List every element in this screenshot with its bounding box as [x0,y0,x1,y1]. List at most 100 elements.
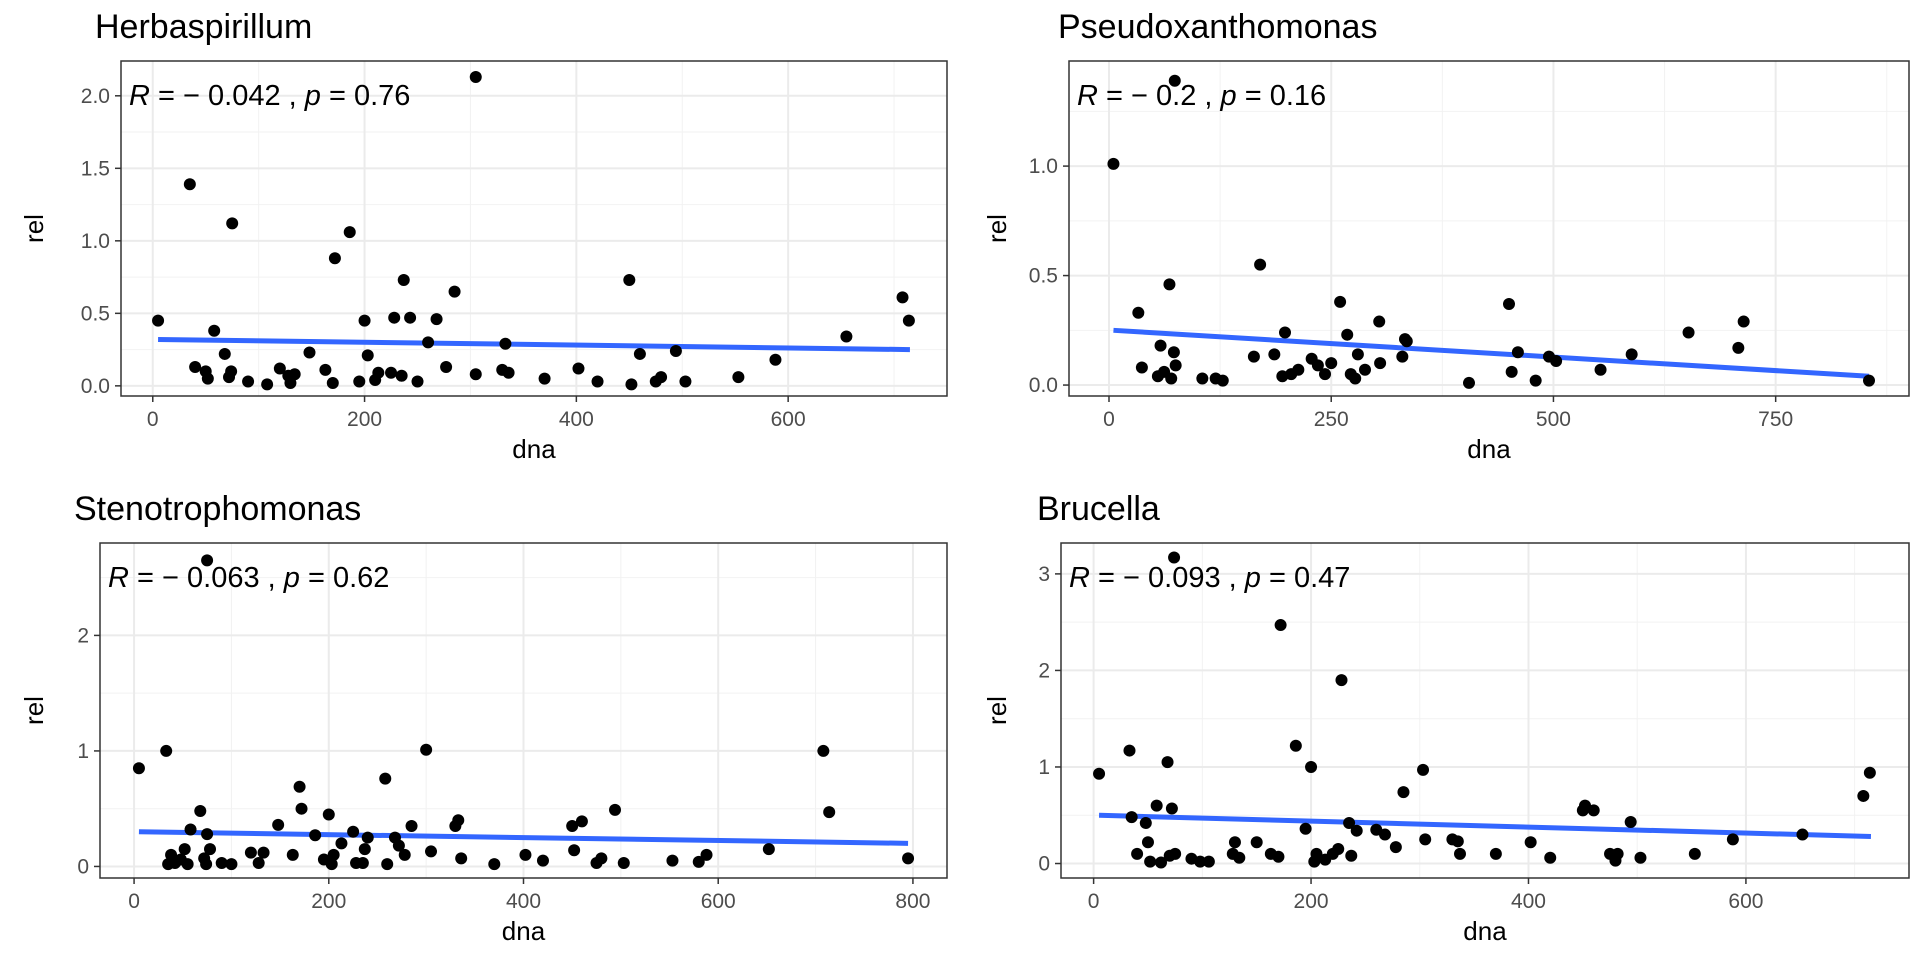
data-point [902,314,915,327]
data-point [1292,363,1305,376]
x-tick-label: 400 [506,890,541,913]
data-point [225,858,238,871]
data-point [272,818,285,831]
data-point [261,378,274,391]
data-point [1503,298,1515,311]
y-axis-label: rel [19,214,49,243]
data-point [591,375,604,388]
data-point [1374,357,1387,370]
panel-2: 0 250 500 750 0.0 0.5 1.0 R = − 0.2 , p = 0.16 P… [982,8,1910,464]
data-point [1132,306,1145,319]
data-point [623,273,636,286]
data-point [358,843,371,856]
data-point [405,820,418,833]
panel-border [1060,542,1910,879]
x-tick-label: 0 [1103,408,1115,431]
x-tick-label: 0 [147,408,159,431]
x-tick-label: 750 [1758,408,1793,431]
x-tick-label: 200 [347,408,382,431]
data-point [411,375,424,388]
data-point [769,353,782,366]
separator: , [281,80,305,112]
data-point [1167,346,1180,359]
y-tick-label: 1.5 [81,157,110,180]
data-point [325,858,338,871]
data-point [1161,756,1174,769]
panel-border [1068,60,1910,397]
data-point [1373,315,1386,328]
y-axis-label: rel [19,696,49,725]
data-point [1341,328,1354,341]
data-point [840,330,853,343]
y-tick-label: 2 [1038,659,1050,682]
y-tick-label: 2 [77,624,89,647]
y-tick-label: 2.0 [81,85,110,108]
data-point [152,314,165,327]
data-point [1196,372,1209,385]
data-point [1857,789,1870,802]
data-point [896,291,909,304]
trend-line [138,829,909,846]
data-point [392,839,405,852]
data-point [469,70,482,83]
data-point [343,226,356,239]
data-point [902,852,915,865]
data-point [208,324,221,337]
r-value: − 0.2 [1131,80,1196,112]
data-point [666,854,679,867]
data-point [335,837,348,850]
plot-background [1069,61,1909,396]
data-point [1863,374,1875,387]
data-point [1511,346,1524,359]
x-tick-label: 600 [1728,890,1763,913]
data-point [1417,763,1430,776]
panel-title: Pseudoxanthomonas [1058,8,1377,46]
data-point [319,363,332,376]
data-point [1524,836,1537,849]
equals: = [129,562,162,594]
data-point [1247,350,1260,363]
data-point [488,858,501,871]
data-point [1378,828,1391,841]
r-symbol: R [1069,562,1090,594]
data-point [633,347,646,360]
r-symbol: R [1077,80,1098,112]
data-point [286,848,299,861]
data-point [1135,361,1148,374]
data-point [1299,822,1312,835]
data-point [1332,843,1345,856]
data-point [226,217,239,230]
data-point [679,375,692,388]
x-tick-label: 0 [1088,890,1100,913]
data-point [1289,739,1302,752]
equals: = [150,80,183,112]
x-tick-label: 500 [1536,408,1571,431]
data-point [430,313,443,326]
data-point [499,337,512,350]
data-point [1349,372,1362,385]
data-point [1228,836,1241,849]
data-point [1165,802,1178,815]
data-point [1250,836,1263,849]
p-value: 0.16 [1270,80,1326,112]
data-point [448,285,461,298]
y-tick-label: 1.0 [1029,155,1058,178]
data-point [257,846,270,859]
data-point [655,371,668,384]
data-point [1310,847,1323,860]
x-tick-label: 250 [1314,408,1349,431]
x-tick-label: 200 [1294,890,1329,913]
data-point [1389,841,1402,854]
data-point [575,815,588,828]
x-axis-label: dna [502,916,546,946]
data-point [398,848,411,861]
data-point [327,848,340,861]
r-value: − 0.093 [1123,562,1221,594]
data-point [1139,816,1152,829]
correlation-label: R = − 0.042 , p = 0.76 [129,80,410,112]
y-tick-label: 0.0 [1029,374,1058,397]
y-tick-label: 1 [1038,756,1050,779]
y-axis-label: rel [982,214,1012,243]
panel-title: Herbaspirillum [95,8,312,46]
data-point [1463,376,1475,389]
